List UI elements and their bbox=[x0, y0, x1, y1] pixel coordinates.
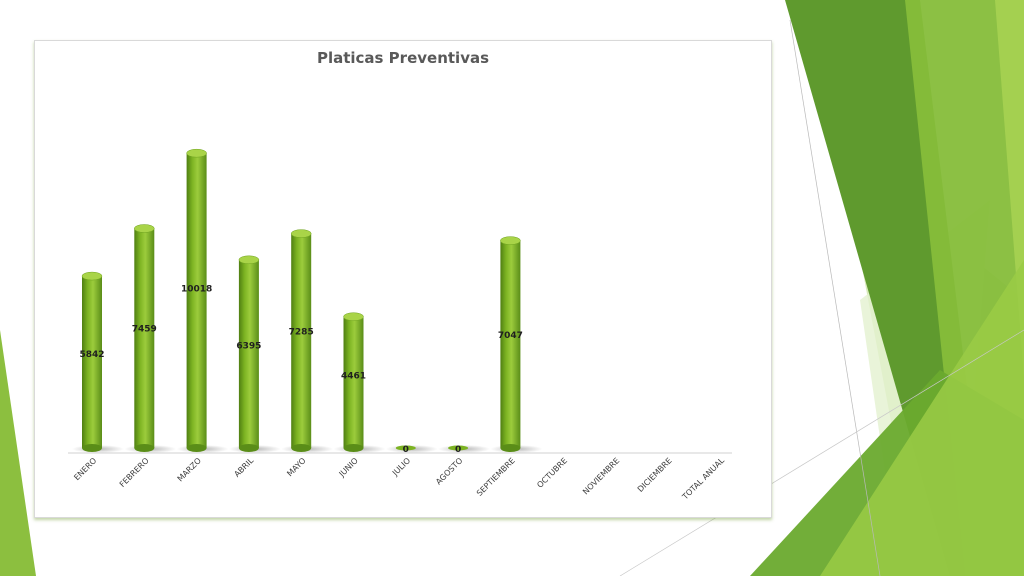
ticks-layer: ENERO FEBRERO MARZO ABRIL MAYO JUNIO JULIO AGOS… bbox=[72, 456, 726, 502]
x-tick-label: MAYO bbox=[285, 456, 307, 478]
bar-base bbox=[291, 444, 312, 452]
bar-cap bbox=[290, 229, 312, 238]
bar-febrero bbox=[124, 224, 177, 453]
chart-title: Platicas Preventivas bbox=[316, 49, 490, 67]
bar-cap bbox=[186, 148, 207, 158]
bar-body bbox=[186, 153, 207, 448]
bar-cap bbox=[343, 312, 364, 321]
bar-junio bbox=[333, 312, 386, 453]
decor-shape-bottom-light bbox=[820, 260, 1024, 576]
data-label: 7459 bbox=[132, 325, 157, 335]
decor-triangle-left bbox=[0, 330, 36, 576]
bar-septiembre bbox=[490, 236, 543, 453]
bar-base bbox=[500, 444, 521, 452]
bar-body bbox=[134, 228, 155, 448]
bar-cap bbox=[395, 445, 416, 451]
x-tick-label: JULIO bbox=[390, 456, 412, 478]
bars-layer bbox=[72, 148, 543, 453]
bar-base bbox=[82, 444, 102, 452]
bar-body bbox=[82, 276, 102, 448]
bar-enero bbox=[72, 271, 124, 453]
data-label: 0 bbox=[455, 445, 461, 455]
chart-frame: Platicas Preventivas 5842 7459 10018 6395 72… bbox=[34, 40, 772, 518]
x-tick-label: OCTUBRE bbox=[535, 456, 569, 490]
x-tick-label: ABRIL bbox=[232, 456, 255, 479]
bar-base bbox=[134, 444, 155, 452]
x-tick-label: ENERO bbox=[72, 456, 98, 482]
bar-marzo bbox=[176, 148, 229, 453]
x-tick-label: TOTAL ANUAL bbox=[680, 456, 726, 502]
bar-mayo bbox=[281, 229, 334, 453]
labels-layer: 5842 7459 10018 6395 7285 4461 0 0 7047 bbox=[79, 285, 522, 455]
data-label: 10018 bbox=[181, 285, 212, 295]
bar-abril bbox=[228, 255, 281, 453]
bar-base bbox=[186, 444, 207, 452]
x-tick-label: JUNIO bbox=[337, 456, 360, 479]
x-tick-label: NOVIEMBRE bbox=[581, 456, 621, 496]
bar-body bbox=[291, 233, 312, 448]
bar-base bbox=[343, 444, 364, 452]
bar-cap bbox=[500, 236, 521, 245]
x-tick-label: FEBRERO bbox=[118, 456, 151, 489]
data-label: 7285 bbox=[289, 327, 314, 337]
bar-julio bbox=[385, 445, 438, 453]
x-tick-label: SEPTIEMBRE bbox=[475, 456, 517, 498]
bar-cap bbox=[81, 271, 103, 281]
bar-body bbox=[500, 240, 521, 448]
data-label: 6395 bbox=[236, 341, 261, 351]
data-label: 4461 bbox=[341, 371, 366, 381]
bar-body bbox=[238, 259, 259, 448]
data-label: 0 bbox=[403, 445, 409, 455]
bar-cap bbox=[238, 255, 260, 265]
bar-base bbox=[238, 444, 259, 452]
x-tick-label: DICIEMBRE bbox=[636, 456, 674, 494]
data-label: 7047 bbox=[498, 331, 523, 341]
decor-line-2 bbox=[619, 329, 1024, 576]
bar-cap bbox=[134, 224, 155, 233]
decor-line-1 bbox=[789, 19, 881, 576]
x-tick-label: AGOSTO bbox=[434, 456, 464, 486]
bar-chart: 5842 7459 10018 6395 7285 4461 0 0 7047 ENERO FEB… bbox=[68, 148, 732, 502]
bar-cap bbox=[448, 445, 469, 451]
bar-agosto bbox=[438, 445, 491, 453]
data-label: 5842 bbox=[79, 350, 104, 360]
x-tick-label: MARZO bbox=[176, 456, 203, 483]
bar-body bbox=[343, 316, 364, 448]
